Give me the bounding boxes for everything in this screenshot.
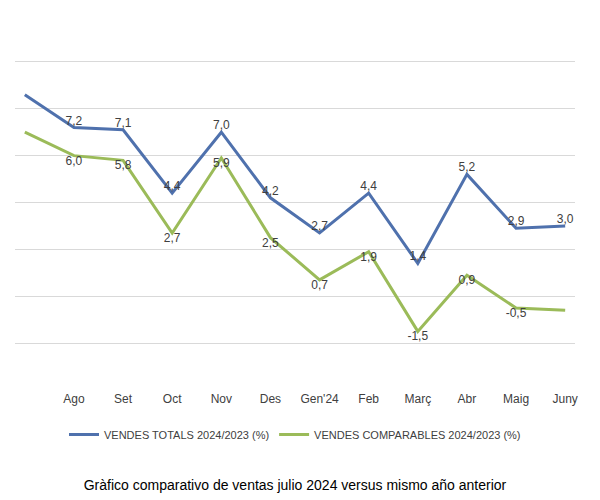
svg-text:2,5: 2,5	[262, 236, 279, 250]
svg-text:Oct: Oct	[163, 392, 182, 406]
svg-text:-1,5: -1,5	[407, 329, 428, 343]
svg-text:1,9: 1,9	[360, 250, 377, 264]
svg-text:-0,5: -0,5	[506, 306, 527, 320]
svg-text:7,1: 7,1	[115, 116, 132, 130]
svg-text:Des: Des	[260, 392, 281, 406]
svg-text:7,2: 7,2	[66, 114, 83, 128]
svg-text:3,0: 3,0	[557, 212, 574, 226]
svg-text:7,0: 7,0	[213, 118, 230, 132]
svg-text:Feb: Feb	[358, 392, 379, 406]
svg-text:2,9: 2,9	[508, 214, 525, 228]
svg-text:Març: Març	[404, 392, 431, 406]
svg-text:Ago: Ago	[63, 392, 85, 406]
svg-text:Gràfico comparativo de ventas: Gràfico comparativo de ventas julio 2024…	[84, 477, 507, 493]
svg-text:2,7: 2,7	[164, 231, 181, 245]
svg-text:6,0: 6,0	[66, 154, 83, 168]
svg-text:5,9: 5,9	[213, 156, 230, 170]
svg-text:VENDES COMPARABLES 2024/2023 (: VENDES COMPARABLES 2024/2023 (%)	[314, 429, 520, 441]
svg-text:Gen'24: Gen'24	[300, 392, 339, 406]
svg-text:5,2: 5,2	[459, 160, 476, 174]
svg-text:2,7: 2,7	[311, 219, 328, 233]
svg-text:VENDES TOTALS 2024/2023 (%): VENDES TOTALS 2024/2023 (%)	[104, 429, 269, 441]
svg-text:Juny: Juny	[553, 392, 578, 406]
svg-text:1,4: 1,4	[409, 249, 426, 263]
svg-text:Set: Set	[114, 392, 133, 406]
svg-text:0,9: 0,9	[459, 273, 476, 287]
svg-text:4,2: 4,2	[262, 184, 279, 198]
svg-text:5,8: 5,8	[115, 158, 132, 172]
svg-text:Nov: Nov	[211, 392, 232, 406]
svg-text:4,4: 4,4	[360, 179, 377, 193]
svg-text:Maig: Maig	[503, 392, 529, 406]
svg-text:Abr: Abr	[458, 392, 477, 406]
svg-text:4,4: 4,4	[164, 179, 181, 193]
svg-text:0,7: 0,7	[311, 278, 328, 292]
